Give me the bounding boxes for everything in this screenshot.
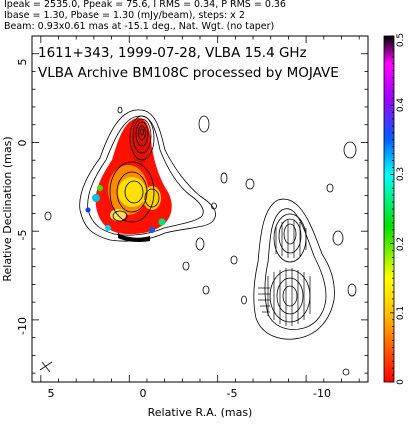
colorbar-tick-0.4: 0.4 [396, 98, 406, 113]
header-line-2: Ibase = 1.30, Pbase = 1.30 (mJy/beam), s… [4, 10, 245, 21]
pol-edge-dark [118, 233, 150, 242]
colorbar-tick-0: 0 [396, 379, 406, 385]
beam-symbol [39, 361, 53, 373]
y-tick-label-m5: -5 [16, 230, 29, 241]
x-axis-label: Relative R.A. (mas) [148, 406, 253, 419]
archive-title: VLBA Archive BM108C processed by MOJAVE [38, 65, 339, 81]
y-tick-label-0: 0 [16, 140, 29, 147]
map-layer [39, 106, 357, 376]
intensity-contour-outer [79, 109, 216, 242]
colorbar-tick-0.1: 0.1 [396, 306, 406, 320]
plot-frame [31, 35, 369, 383]
axis-ticks [32, 35, 368, 382]
header-line-1: Ipeak = 2535.0, Ppeak = 75.6, I RMS = 0.… [4, 0, 286, 10]
colorbar-tick-0.2: 0.2 [396, 237, 406, 251]
x-tick-label-5: 5 [48, 387, 55, 400]
x-tick-label-m5: -5 [227, 387, 238, 400]
colorbar-tick-0.5: 0.5 [396, 33, 406, 47]
pol-contour-panel [230, 141, 357, 376]
y-tick-label-m10: -10 [16, 317, 29, 335]
colorbar: 0 0.1 0.2 0.3 0.4 0.5 [383, 33, 406, 385]
y-tick-label-5: 5 [16, 59, 29, 66]
source-title: 1611+343, 1999-07-28, VLBA 15.4 GHz [38, 45, 307, 61]
colorbar-tick-0.3: 0.3 [396, 167, 406, 181]
header-line-3: Beam: 0.93x0.61 mas at -15.1 deg., Nat. … [4, 21, 275, 32]
x-tick-label-m10: -10 [313, 387, 331, 400]
x-tick-label-0: 0 [140, 387, 147, 400]
intensity-contour [87, 115, 204, 236]
y-axis-label: Relative Declination (mas) [1, 136, 14, 281]
